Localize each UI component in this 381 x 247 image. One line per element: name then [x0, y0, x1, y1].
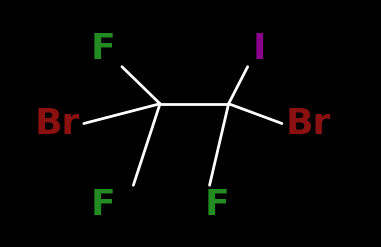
- Text: F: F: [91, 32, 115, 66]
- Text: I: I: [252, 32, 266, 66]
- Text: F: F: [205, 188, 229, 222]
- Text: Br: Br: [34, 106, 80, 141]
- Text: F: F: [91, 188, 115, 222]
- Text: Br: Br: [286, 106, 331, 141]
